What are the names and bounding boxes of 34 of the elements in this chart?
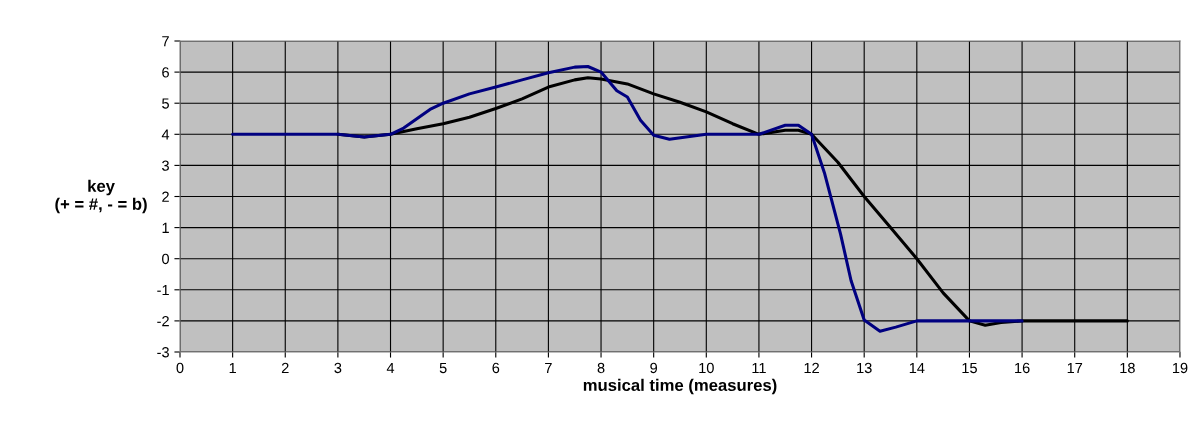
x-tick-label: 17: [1067, 362, 1083, 373]
line-series: [231, 64, 1024, 333]
y-tick-label: 7: [162, 36, 169, 47]
y-tick-label: 2: [162, 191, 169, 202]
x-tick-label: 19: [1172, 362, 1188, 374]
x-tick-label: 5: [439, 362, 447, 374]
y-tick-label: 4: [161, 129, 170, 140]
y-tick-label: -1: [157, 285, 169, 296]
x-tick-label: 14: [909, 362, 925, 373]
x-tick-label: 18: [1120, 362, 1135, 374]
x-tick-label: 3: [334, 362, 342, 374]
x-tick-label: 2: [281, 362, 289, 373]
x-tick-label: 10: [699, 362, 714, 374]
y-tick-label: 1: [162, 222, 169, 233]
y-tick-label: 5: [162, 98, 169, 109]
x-tick-label: 8: [597, 362, 605, 374]
x-tick-label: 9: [650, 362, 658, 374]
x-tick-label: 15: [962, 362, 977, 374]
x-tick-label: 1: [229, 362, 236, 373]
x-tick-label: 6: [492, 362, 500, 374]
y-tick-label: 3: [162, 160, 169, 171]
y-tick-label: -2: [157, 316, 169, 327]
x-tick-label: 7: [545, 362, 552, 373]
y-axis-title: key (+ = #, - = b): [55, 179, 147, 214]
x-tick-label: 13: [857, 362, 872, 374]
x-tick-label: 16: [1015, 362, 1030, 374]
x-tick-label: 11: [752, 362, 766, 373]
y-tick-label: 0: [162, 253, 170, 265]
x-tick-label: 4: [386, 362, 395, 373]
x-tick-label: 12: [804, 362, 819, 373]
y-tick-label: 6: [162, 67, 169, 78]
x-tick-label: 0: [176, 362, 184, 374]
y-tick-label: -3: [157, 347, 169, 358]
x-axis-title: musical time (measures): [583, 378, 777, 395]
